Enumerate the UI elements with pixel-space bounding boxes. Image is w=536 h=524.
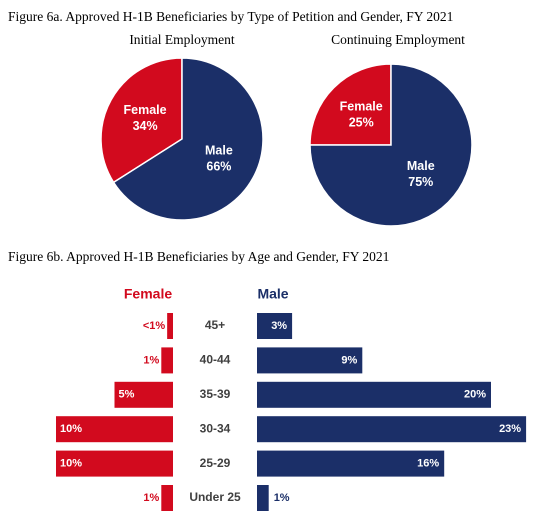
category-label: 30-34 — [200, 421, 231, 435]
slice-category: Male — [205, 144, 233, 158]
slice-value-label: 75% — [408, 175, 433, 189]
value-label: 10% — [60, 423, 82, 435]
pie-subtitle: Continuing Employment — [331, 32, 465, 47]
bar — [257, 450, 445, 477]
slice-category: Male — [407, 159, 435, 173]
bar — [161, 485, 173, 511]
category-label: Under 25 — [189, 490, 241, 504]
slice-value-label: 66% — [206, 160, 231, 174]
slice-value-label: 34% — [133, 119, 158, 133]
category-label: 25-29 — [200, 456, 231, 470]
slice-value-label: 25% — [349, 116, 374, 130]
bar — [167, 313, 173, 339]
bar — [257, 313, 293, 339]
pie-subtitle: Initial Employment — [129, 32, 235, 47]
bar — [257, 485, 269, 511]
value-label: 1% — [143, 492, 159, 504]
value-label: 20% — [464, 389, 486, 401]
value-label: 1% — [274, 492, 290, 504]
value-label: <1% — [143, 320, 166, 332]
value-label: 9% — [341, 354, 357, 366]
bar — [257, 381, 491, 408]
bar — [56, 416, 173, 443]
value-label: 5% — [119, 389, 135, 401]
category-label: 40-44 — [200, 353, 231, 367]
bar — [161, 347, 173, 374]
category-label: 35-39 — [200, 387, 231, 401]
figure-title: Figure 6a. Approved H-1B Beneficiaries b… — [8, 9, 453, 24]
value-label: 1% — [143, 354, 159, 366]
bar — [257, 416, 527, 443]
category-label: 45+ — [205, 318, 225, 332]
value-label: 23% — [499, 423, 521, 435]
slice-category: Female — [124, 103, 167, 117]
pie-slice — [309, 63, 473, 227]
bar — [114, 381, 173, 408]
bar — [56, 450, 173, 477]
legend-label: Male — [257, 286, 288, 302]
value-label: 3% — [271, 320, 287, 332]
bar — [257, 347, 363, 374]
slice-category: Female — [340, 100, 383, 114]
pie-slice — [309, 63, 392, 146]
figure-title: Figure 6b. Approved H-1B Beneficiaries b… — [8, 249, 389, 264]
legend-label: Female — [124, 286, 172, 302]
value-label: 16% — [417, 458, 439, 470]
pie-slice — [112, 57, 264, 221]
value-label: 10% — [60, 458, 82, 470]
